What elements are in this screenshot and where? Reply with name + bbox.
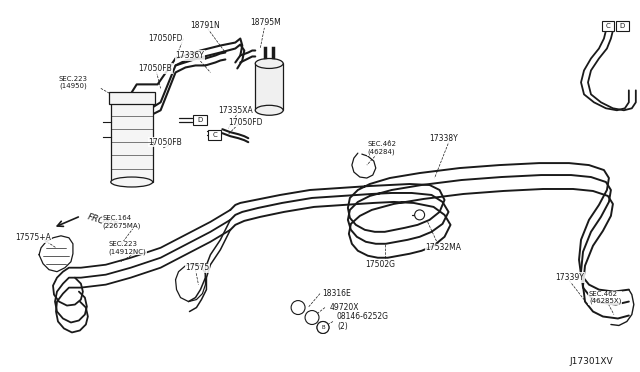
Text: 17532MA: 17532MA [426, 243, 461, 252]
Text: 17050FB: 17050FB [148, 138, 182, 147]
Bar [111, 102, 152, 182]
Ellipse shape [255, 58, 283, 68]
Text: J17301XV: J17301XV [569, 357, 612, 366]
Text: SEC.462
(46284): SEC.462 (46284) [368, 141, 397, 155]
Text: 17339Y: 17339Y [555, 273, 584, 282]
Text: 08146-6252G
(2): 08146-6252G (2) [337, 312, 389, 331]
Bar [193, 115, 207, 125]
Bar [109, 92, 155, 104]
Bar [602, 20, 614, 31]
Circle shape [415, 210, 424, 220]
Text: SEC.462
(46285X): SEC.462 (46285X) [589, 291, 621, 304]
Text: 18795M: 18795M [250, 18, 281, 27]
Circle shape [317, 321, 329, 333]
Text: C: C [212, 132, 217, 138]
Text: C: C [605, 23, 611, 29]
Circle shape [317, 321, 329, 333]
Text: D: D [198, 117, 203, 123]
Text: 17050FB: 17050FB [139, 64, 172, 73]
Ellipse shape [111, 177, 152, 187]
Text: 49720X: 49720X [330, 303, 360, 312]
Text: 17575+A: 17575+A [15, 233, 51, 242]
Text: FRONT: FRONT [86, 213, 118, 231]
Ellipse shape [255, 105, 283, 115]
Text: 17336Y: 17336Y [175, 51, 204, 60]
Text: 17338Y: 17338Y [429, 134, 458, 143]
Text: 17050FD: 17050FD [148, 34, 183, 43]
Text: 17502G: 17502G [365, 260, 395, 269]
Circle shape [291, 301, 305, 314]
Text: B: B [321, 325, 325, 330]
Text: 17335XA: 17335XA [218, 106, 253, 115]
Text: 17575: 17575 [186, 263, 210, 272]
Bar [209, 130, 221, 140]
Text: 17050FD: 17050FD [228, 118, 263, 127]
Text: SEC.223
(14950): SEC.223 (14950) [59, 76, 88, 89]
Text: D: D [620, 23, 625, 29]
Text: 18316E: 18316E [322, 289, 351, 298]
Text: SEC.223
(14912NC): SEC.223 (14912NC) [109, 241, 147, 254]
Bar [616, 20, 629, 31]
Bar [255, 64, 283, 110]
Text: SEC.164
(22675MA): SEC.164 (22675MA) [103, 215, 141, 229]
Circle shape [305, 311, 319, 324]
Text: 18791N: 18791N [191, 21, 220, 30]
